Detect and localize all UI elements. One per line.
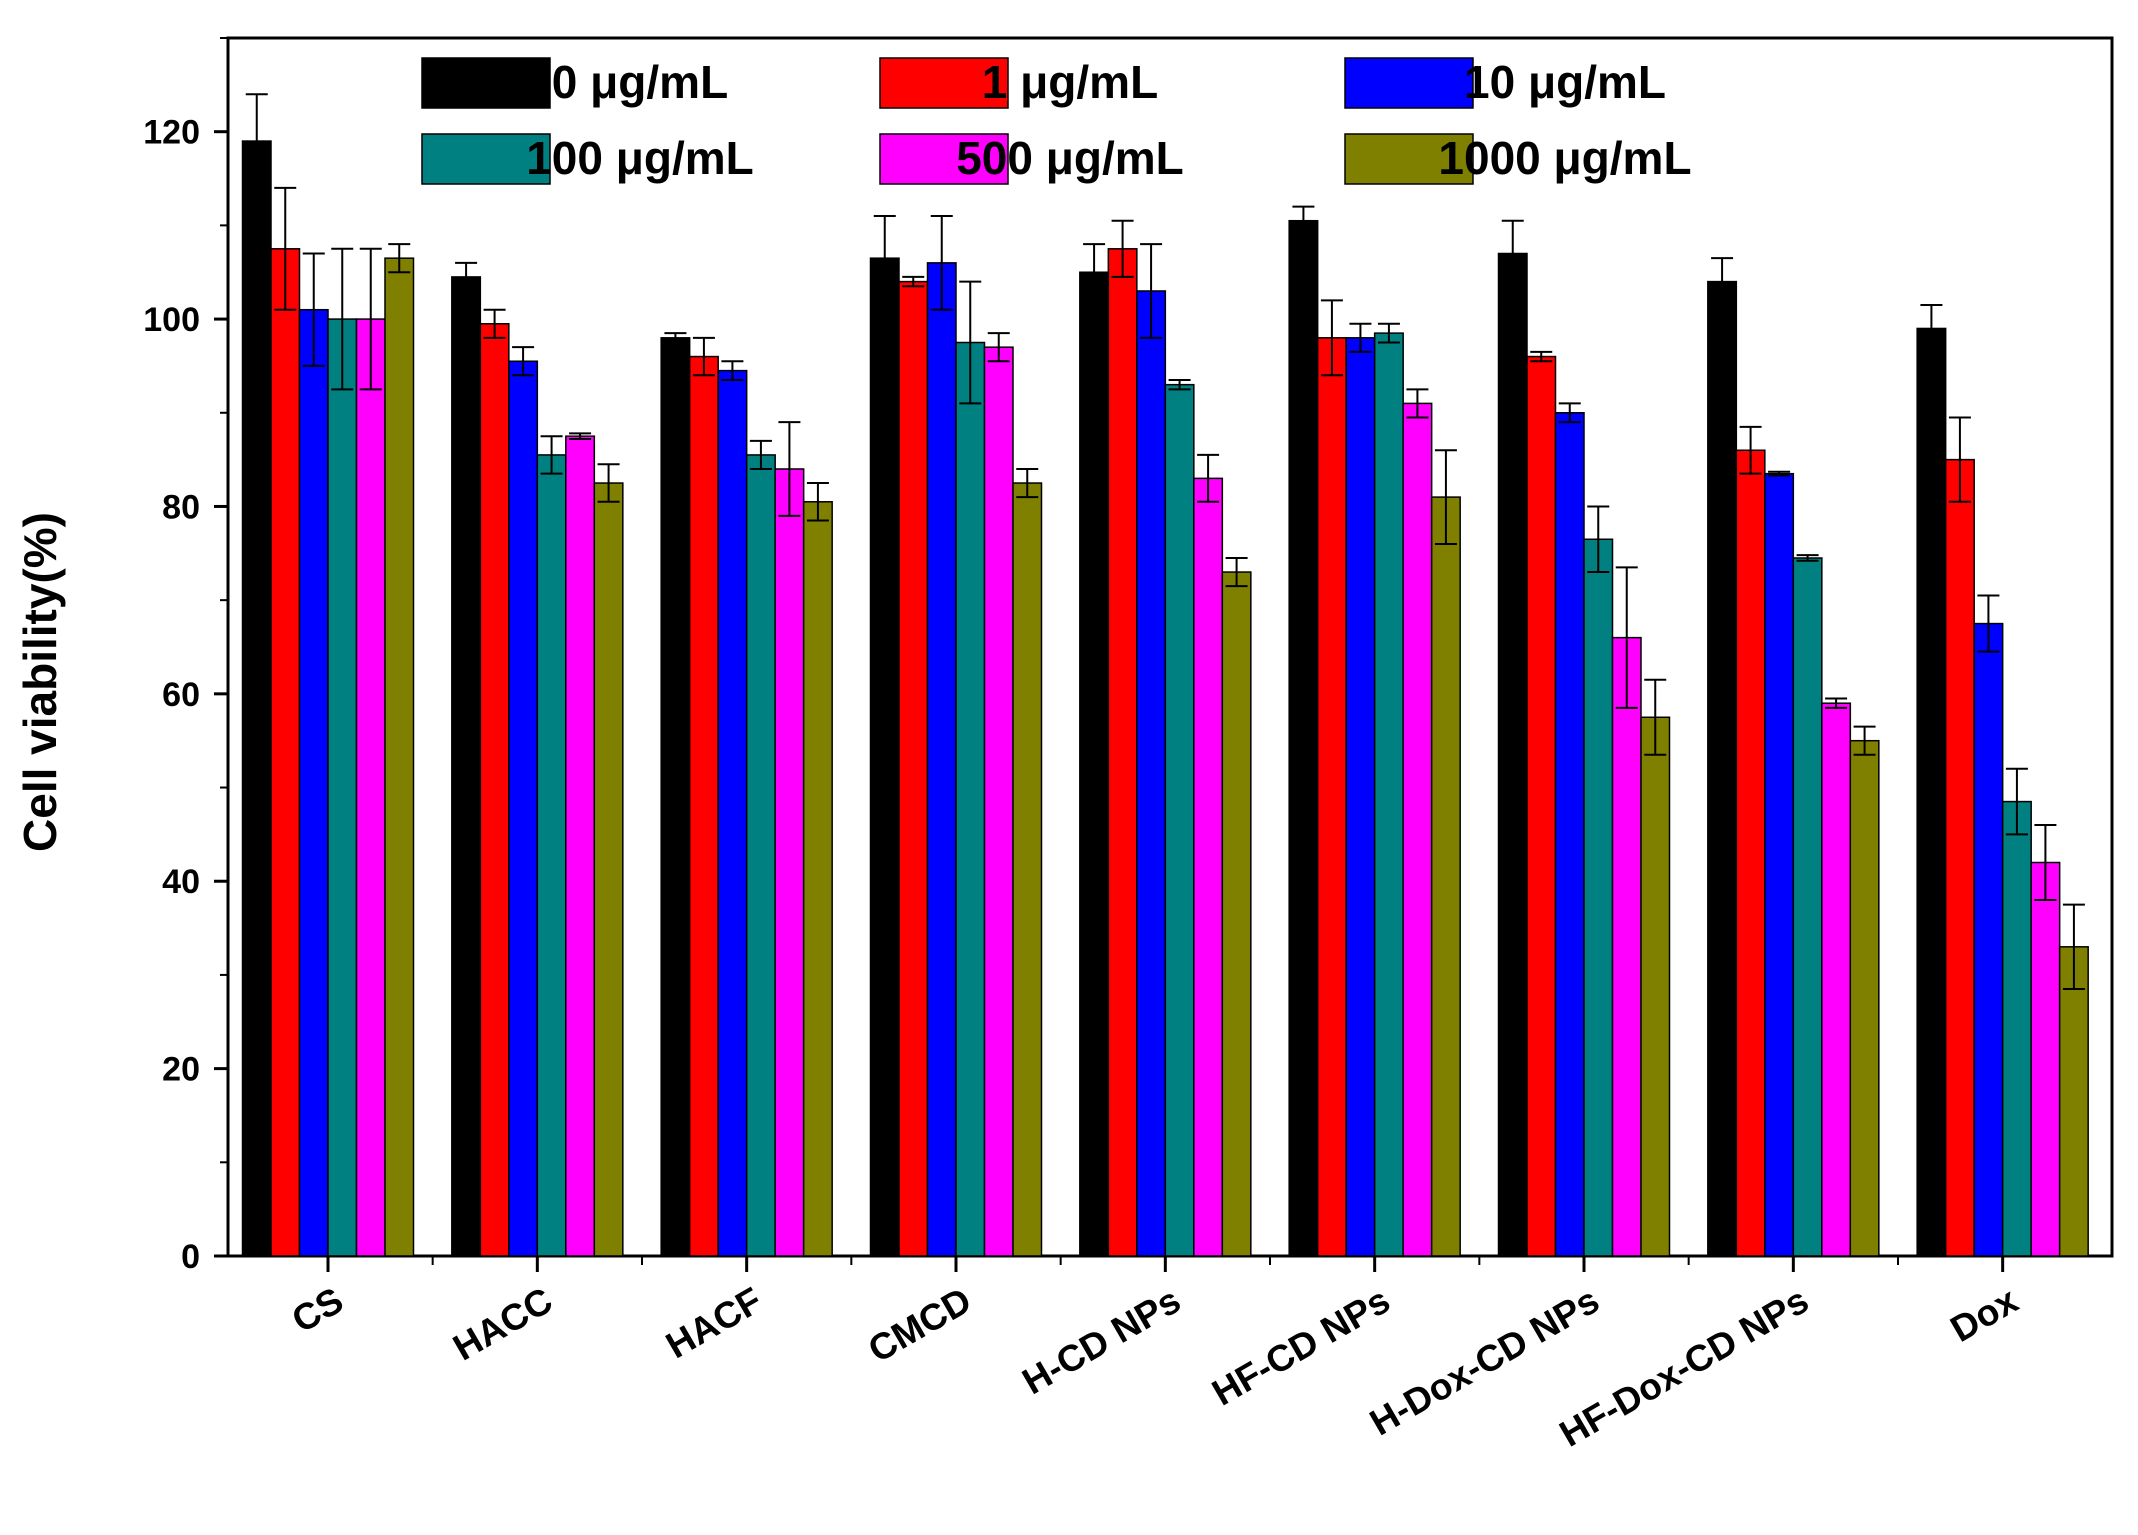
bar	[1764, 472, 1795, 1257]
bar	[1792, 557, 1823, 1257]
bar	[2001, 800, 2032, 1257]
bar	[1849, 739, 1880, 1257]
bar	[384, 257, 415, 1257]
x-tick-label: HACF	[659, 1279, 768, 1366]
bar	[536, 454, 567, 1257]
bar	[745, 454, 776, 1257]
legend-label: 10 μg/mL	[1464, 56, 1666, 108]
bar	[660, 337, 691, 1257]
legend-swatch	[1344, 57, 1474, 109]
legend-label: 100 μg/mL	[526, 132, 754, 184]
bar	[1316, 337, 1347, 1257]
bar	[241, 140, 272, 1257]
bar	[926, 262, 957, 1257]
bar	[1611, 636, 1642, 1257]
bar	[1136, 290, 1167, 1257]
bar	[298, 308, 329, 1257]
bar	[2030, 861, 2061, 1257]
legend-label: 500 μg/mL	[956, 132, 1184, 184]
bar	[355, 318, 386, 1257]
bar	[2058, 946, 2089, 1257]
y-tick-label: 100	[143, 301, 200, 339]
bar	[1583, 538, 1614, 1257]
bar	[1916, 327, 1947, 1257]
y-tick-label: 20	[162, 1051, 200, 1089]
bar	[1735, 449, 1766, 1257]
bar	[565, 435, 596, 1257]
bar	[898, 280, 929, 1257]
bar	[688, 355, 719, 1257]
error-bars-layer	[245, 93, 2085, 990]
bar	[1402, 402, 1433, 1257]
y-tick-label: 60	[162, 676, 200, 714]
bar	[1821, 702, 1852, 1257]
bar	[270, 248, 301, 1257]
bar	[955, 341, 986, 1257]
bar	[593, 482, 624, 1257]
x-tick-label: Dox	[1944, 1279, 2025, 1350]
x-tick-label: HF-CD NPs	[1205, 1279, 1396, 1413]
bar	[1193, 477, 1224, 1257]
bar	[1288, 219, 1319, 1257]
bar	[1430, 496, 1461, 1257]
legend-swatch	[879, 133, 1009, 185]
y-tick-label: 120	[143, 114, 200, 152]
y-tick-label: 40	[162, 863, 200, 901]
y-tick-label: 80	[162, 488, 200, 526]
legend-swatch	[421, 57, 551, 109]
bar	[1107, 248, 1138, 1257]
bar	[1079, 271, 1110, 1257]
bar	[1012, 482, 1043, 1257]
bars-layer	[241, 140, 2089, 1257]
bar	[1526, 355, 1557, 1257]
x-tick-label: CS	[285, 1279, 350, 1340]
bar	[802, 501, 833, 1257]
x-tick-label: HACC	[446, 1279, 559, 1368]
bar	[1164, 383, 1195, 1257]
bar	[1554, 412, 1585, 1257]
legend-label: 0 μg/mL	[552, 56, 728, 108]
legend-label: 1000 μg/mL	[1438, 132, 1691, 184]
x-tick-label: H-CD NPs	[1015, 1279, 1187, 1402]
bar	[869, 257, 900, 1257]
bar	[1640, 716, 1671, 1257]
x-tick-label: CMCD	[861, 1279, 978, 1370]
bar	[983, 346, 1014, 1257]
bar	[774, 468, 805, 1257]
bar	[1373, 332, 1404, 1257]
bar	[1707, 280, 1738, 1257]
bar	[479, 323, 510, 1257]
bar	[508, 360, 539, 1257]
bar	[1221, 571, 1252, 1257]
legend: 0 μg/mL 1 μg/mL 10 μg/mL 100 μg/mL 500 μg/mL…	[421, 56, 1692, 185]
bar	[1497, 252, 1528, 1257]
y-axis-title: Cell viability(%)	[14, 512, 66, 852]
y-tick-label: 0	[181, 1238, 200, 1276]
bar	[1944, 458, 1975, 1257]
legend-swatch	[879, 57, 1009, 109]
legend-label: 1 μg/mL	[982, 56, 1158, 108]
bar	[1973, 622, 2004, 1257]
legend-swatch	[421, 133, 551, 185]
bar	[717, 369, 748, 1257]
legend-swatch	[1344, 133, 1474, 185]
bar	[451, 276, 482, 1257]
bar	[327, 318, 358, 1257]
bar	[1345, 337, 1376, 1257]
